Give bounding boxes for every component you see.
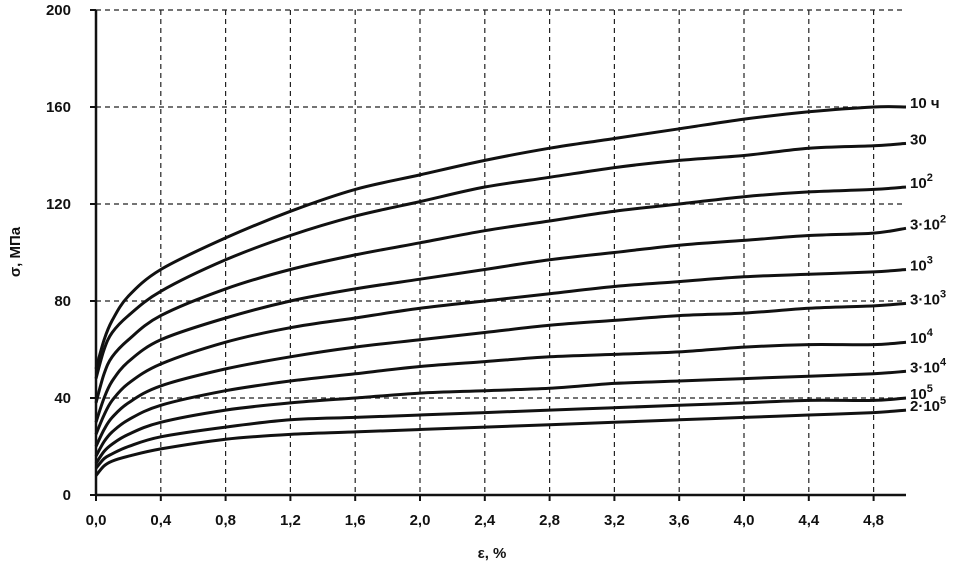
- series-label: 102: [910, 172, 933, 192]
- y-tick-label: 40: [54, 390, 71, 407]
- series-curve: [94, 340, 907, 457]
- series-curve: [94, 185, 907, 404]
- series-label: 104: [910, 327, 934, 347]
- series-label: 3·102: [910, 213, 946, 233]
- series-curve: [94, 396, 907, 470]
- x-tick-label: 3,6: [669, 512, 690, 529]
- x-tick-label: 4,4: [798, 512, 820, 529]
- series-curve: [94, 141, 907, 379]
- x-tick-label: 2,8: [539, 512, 560, 529]
- series-label: 103: [910, 254, 933, 274]
- series-label-text: 10 ч: [910, 95, 940, 112]
- series-label-text: 10: [910, 386, 927, 403]
- series-label-text: 10: [910, 330, 927, 347]
- series-label-text: 3·10: [910, 216, 940, 233]
- series-label-text: 10: [910, 257, 927, 274]
- series-label-text: 10: [910, 175, 927, 192]
- y-tick-labels: 0 40 80 120 160 200: [46, 2, 96, 504]
- x-tick-label: 0,4: [150, 512, 172, 529]
- series-label-text: 30: [910, 131, 927, 148]
- series-label-text: 3·10: [910, 359, 940, 376]
- series-label: 2·105: [910, 395, 946, 415]
- x-tick-label: 0,8: [215, 512, 236, 529]
- series-curve: [94, 226, 907, 423]
- series-label-text: 3·10: [910, 291, 940, 308]
- series-label-exponent: 3: [940, 288, 946, 300]
- x-tick-label: 2,0: [410, 512, 431, 529]
- series-label: 3·103: [910, 288, 946, 308]
- series-label-exponent: 4: [940, 356, 947, 368]
- series-label: 30: [910, 131, 927, 148]
- grid: [96, 9, 906, 495]
- series-curve: [94, 369, 907, 465]
- x-tick-label: 2,4: [474, 512, 496, 529]
- series-curve: [94, 105, 907, 370]
- x-tick-label: 1,6: [345, 512, 366, 529]
- x-tick-label: 0,0: [86, 512, 107, 529]
- series-label-exponent: 5: [927, 383, 933, 395]
- y-tick-label: 0: [63, 487, 71, 504]
- y-tick-label: 200: [46, 2, 71, 19]
- y-tick-label: 120: [46, 196, 71, 213]
- x-tick-label: 3,2: [604, 512, 625, 529]
- curves: [94, 105, 907, 477]
- series-label: 10 ч: [910, 95, 940, 112]
- series-label-exponent: 4: [927, 327, 934, 339]
- x-axis-label: ε, %: [478, 545, 507, 562]
- x-tick-label: 4,0: [734, 512, 755, 529]
- series-label-exponent: 2: [940, 213, 946, 225]
- series-curve: [94, 301, 907, 448]
- axes: [94, 10, 906, 497]
- series-label: 105: [910, 383, 933, 403]
- y-tick-label: 80: [54, 293, 71, 310]
- series-curve: [94, 408, 907, 477]
- series-label-exponent: 5: [940, 395, 946, 407]
- series-label-text: 2·10: [910, 398, 940, 415]
- x-tick-label: 4,8: [863, 512, 884, 529]
- series-curve: [94, 268, 907, 435]
- series-label-exponent: 3: [927, 254, 933, 266]
- series-label-exponent: 2: [927, 172, 933, 184]
- x-tick-label: 1,2: [280, 512, 301, 529]
- y-axis-label: σ, МПа: [7, 226, 24, 277]
- x-tick-labels: 0,0 0,4 0,8 1,2 1,6 2,0 2,4 2,8 3,2 3,6 4,0 4,4 4,8: [86, 495, 884, 529]
- series-label: 3·104: [910, 356, 947, 376]
- y-tick-label: 160: [46, 99, 71, 116]
